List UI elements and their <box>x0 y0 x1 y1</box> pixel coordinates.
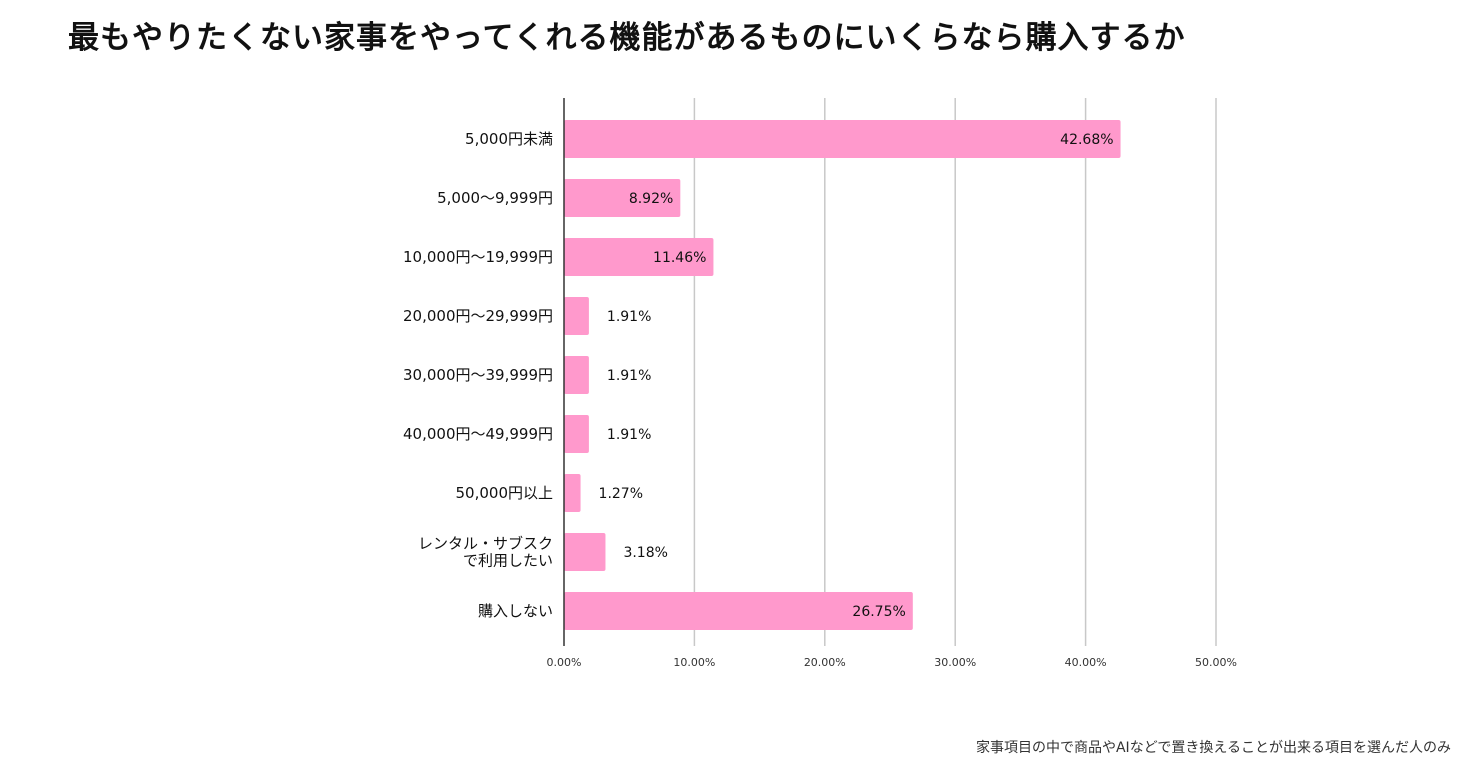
category-label: 40,000円〜49,999円 <box>403 425 553 443</box>
x-tick-label: 10.00% <box>673 656 715 669</box>
x-tick-label: 40.00% <box>1065 656 1107 669</box>
bar <box>564 533 606 571</box>
data-label: 1.91% <box>607 309 651 325</box>
footnote: 家事項目の中で商品やAIなどで置き換えることが出来る項目を選んだ人のみ <box>975 740 1451 756</box>
data-label: 26.75% <box>852 604 905 620</box>
category-label: 5,000円未満 <box>465 130 553 148</box>
bar <box>564 179 681 217</box>
category-label: 5,000〜9,999円 <box>437 189 553 207</box>
data-label: 8.92% <box>629 191 673 207</box>
data-label: 11.46% <box>653 250 706 266</box>
data-label: 1.27% <box>599 486 643 502</box>
category-label: 50,000円以上 <box>456 484 554 502</box>
x-tick-label: 0.00% <box>547 656 582 669</box>
bar <box>564 474 581 512</box>
x-tick-label: 30.00% <box>934 656 976 669</box>
x-tick-label: 20.00% <box>804 656 846 669</box>
x-tick-label: 50.00% <box>1195 656 1237 669</box>
labels: 0.00% 10.00% 20.00% 30.00% 40.00% 50.00% 42.68… <box>403 130 1237 669</box>
bar <box>564 415 589 453</box>
bar <box>564 238 714 276</box>
bars <box>564 120 1121 630</box>
category-label: レンタル・サブスクで利用したい <box>418 535 553 570</box>
bar <box>564 120 1121 158</box>
data-label: 42.68% <box>1060 132 1113 148</box>
category-label: 30,000円〜39,999円 <box>403 366 553 384</box>
category-label: 10,000円〜19,999円 <box>403 248 553 266</box>
bar <box>564 297 589 335</box>
bar <box>564 592 913 630</box>
data-label: 1.91% <box>607 368 651 384</box>
grid-lines <box>693 98 1217 646</box>
data-label: 1.91% <box>607 427 651 443</box>
data-label: 3.18% <box>623 545 667 561</box>
category-label: 購入しない <box>478 602 553 620</box>
chart-title: 最もやりたくない家事をやってくれる機能があるものにいくらなら購入するか <box>68 20 1186 56</box>
category-label: 20,000円〜29,999円 <box>403 307 553 325</box>
bar <box>564 356 589 394</box>
